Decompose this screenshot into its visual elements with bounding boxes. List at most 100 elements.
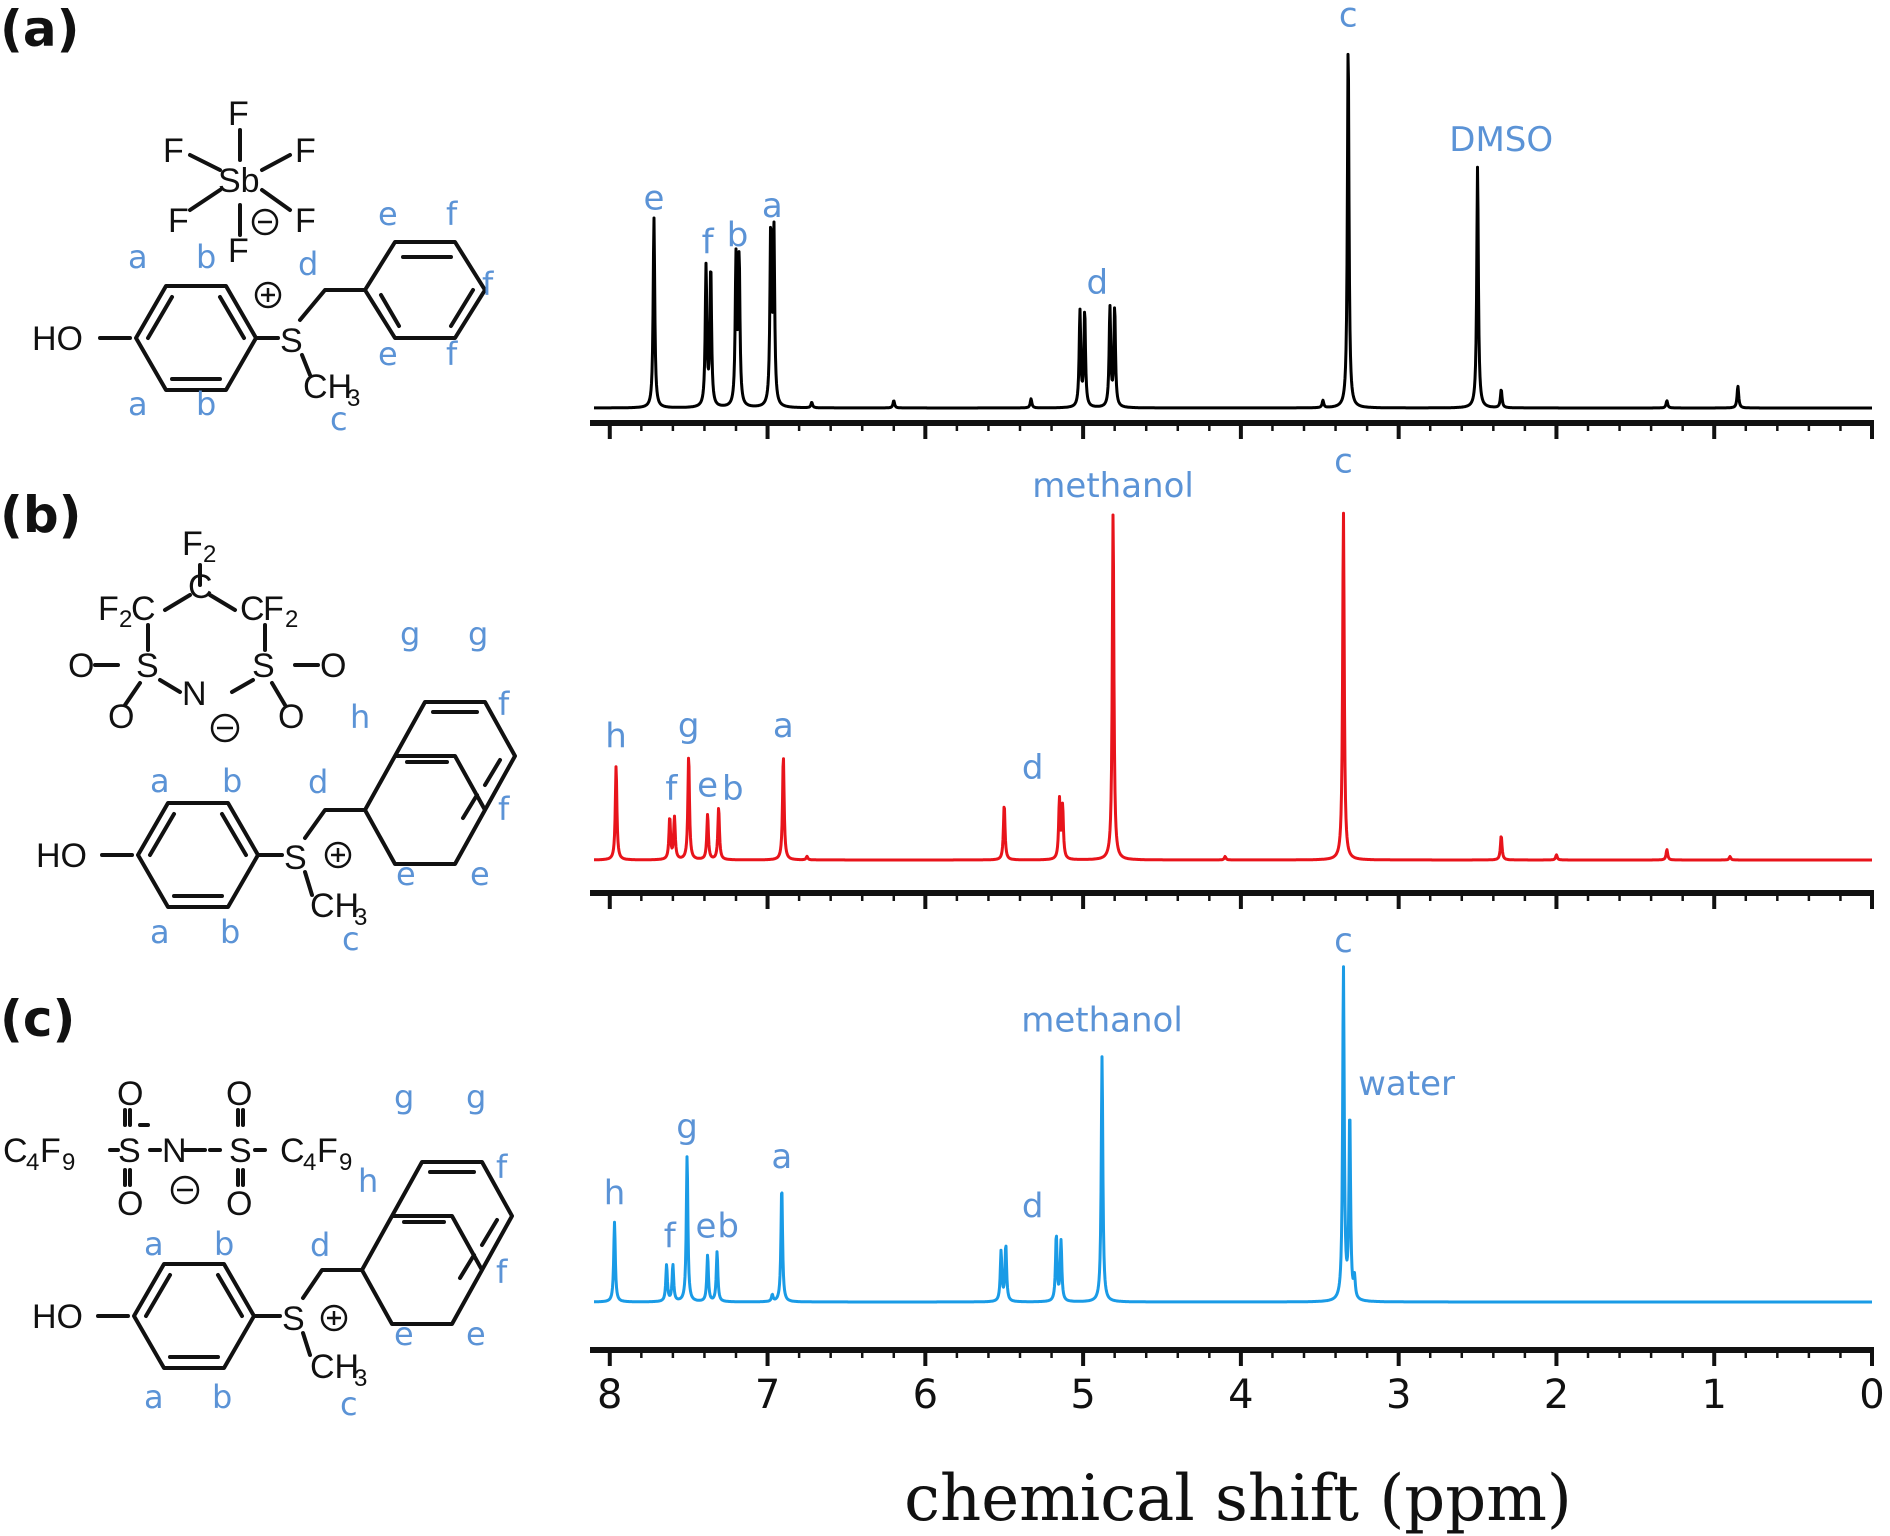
atom-s: S [136,647,159,685]
spectrum-panel-3: 8 7 6 5 4 3 2 1 0 hf g e ba d methanol c water [590,921,1885,1418]
peak-annotation: h [604,1173,626,1213]
cyclic-sulfonimide-anion: F 2 C F 2 C C F 2 O S S O N O O [68,525,346,743]
peak-annotation: c [1339,0,1358,36]
proton-label: f [446,195,458,233]
atom-s: S [280,322,303,360]
spectrum-line [593,52,1873,410]
proton-label: b [214,1225,234,1263]
atom-f2c: F [98,590,119,628]
atom-ho: HO [36,837,87,875]
subscript: 3 [347,385,360,412]
proton-label: f [496,1253,508,1291]
x-tick-label: 1 [1701,1372,1726,1418]
atom-o: O [68,647,94,685]
spectrum-panel-1: ef ba d c DMSO [590,0,1874,439]
peak-annotation: d [1087,263,1109,303]
atom-cf2: C [240,590,265,628]
atom-f: F [228,95,249,133]
atom-ch3: CH [310,887,359,925]
atom-n: N [162,1132,187,1170]
atom-ho: HO [32,320,83,358]
subscript: 4 [26,1149,39,1176]
proton-label: a [150,762,170,800]
proton-label: a [144,1378,164,1416]
proton-label: h [358,1162,378,1200]
x-axis-title: chemical shift (ppm) [904,1462,1572,1536]
subscript: 9 [62,1149,75,1176]
negative-charge-icon [170,1175,200,1205]
atom-f2: F [182,525,203,563]
peak-annotation: g [676,1107,698,1147]
atom-f: F [263,590,284,628]
proton-label: g [400,615,420,653]
peak-annotation: a [771,1137,792,1177]
spectrum-line [593,511,1873,862]
positive-charge-icon [254,281,282,309]
proton-label: e [378,195,398,233]
sulfonium-cation-a: HO S CH 3 [32,240,487,412]
proton-label: h [350,698,370,736]
proton-label: a [128,238,148,276]
atom-s: S [282,1300,305,1338]
negative-charge-icon [251,208,279,236]
proton-label: f [498,685,510,723]
atom-o: O [117,1185,143,1223]
proton-label: f [498,790,510,828]
peak-annotation: a [762,186,783,226]
proton-label: d [308,763,328,801]
x-tick-label: 4 [1228,1372,1253,1418]
peak-annotation: c [1334,442,1353,482]
peak-annotation: h [605,717,627,757]
peak-annotation: e [697,765,718,805]
proton-label: a [144,1225,164,1263]
peak-annotation: a [773,706,794,746]
positive-charge-icon [320,1304,348,1332]
atom-c: C [3,1132,28,1170]
proton-label: c [342,920,360,958]
panel-label-b: (b) [0,486,82,544]
atom-f: F [40,1132,61,1170]
proton-label: e [378,335,398,373]
proton-label: g [468,615,488,653]
x-tick-label: 2 [1544,1372,1569,1418]
sulfonium-cation-b: HO S CH 3 [36,700,517,931]
peak-annotation: f [702,223,715,263]
proton-label: f [446,335,458,373]
atom-f: F [168,202,189,240]
proton-label: b [222,762,242,800]
proton-label: b [196,385,216,423]
peak-annotation: g [678,706,700,746]
panel-label-a: (a) [0,0,79,58]
proton-label: g [466,1078,486,1116]
subscript: 4 [303,1149,316,1176]
x-tick-label: 0 [1859,1372,1884,1418]
atom-c: C [188,568,213,606]
atom-n: N [182,675,207,713]
x-tick-label: 8 [597,1372,622,1418]
structure-c: C 4 F 9 S N S C 4 F 9 O O O O HO S CH 3 [3,1075,514,1423]
atom-c: C [131,590,156,628]
peak-annotation: b [717,1207,739,1247]
proton-label: a [150,913,170,951]
atom-ch3: CH [303,368,352,406]
peak-annotation: d [1022,1187,1044,1227]
proton-label: d [298,245,318,283]
structure-b: F 2 C F 2 C C F 2 O S S O N O O HO S CH … [36,525,517,958]
subscript: 2 [119,606,132,633]
atom-f: F [228,232,249,270]
atom-s: S [284,839,307,877]
subscript: 2 [203,541,216,568]
subscript: 3 [354,1365,367,1392]
panel-label-c: (c) [0,990,75,1048]
atom-ho: HO [32,1298,83,1336]
proton-labels-b: a b a b d c g g h f f e e [150,615,510,958]
atom-ch3: CH [310,1348,359,1386]
atom-f: F [295,202,316,240]
atom-o: O [117,1075,143,1113]
atom-f: F [163,132,184,170]
atom-f: F [295,132,316,170]
atom-o: O [108,698,134,736]
proton-labels-a: a b a b d c e f f e f [128,195,494,438]
